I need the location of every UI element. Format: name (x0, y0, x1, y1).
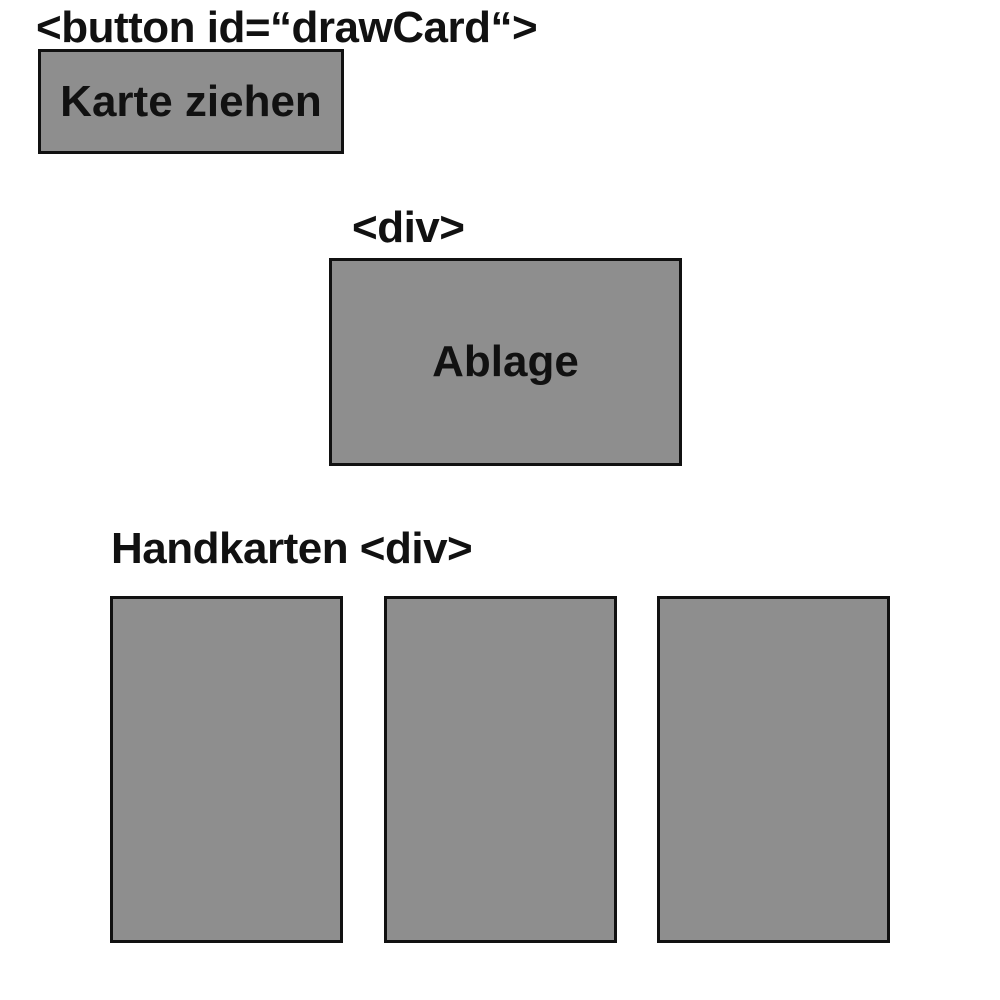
discard-pile[interactable]: Ablage (329, 258, 682, 466)
hand-card[interactable] (657, 596, 890, 943)
hand-cards-label: Handkarten <div> (111, 524, 473, 573)
discard-pile-tag-label: <div> (352, 203, 465, 252)
draw-card-button[interactable]: Karte ziehen (38, 49, 344, 154)
hand-card[interactable] (110, 596, 343, 943)
button-tag-label: <button id=“drawCard“> (36, 3, 538, 52)
hand-card[interactable] (384, 596, 617, 943)
discard-pile-label: Ablage (432, 337, 579, 386)
